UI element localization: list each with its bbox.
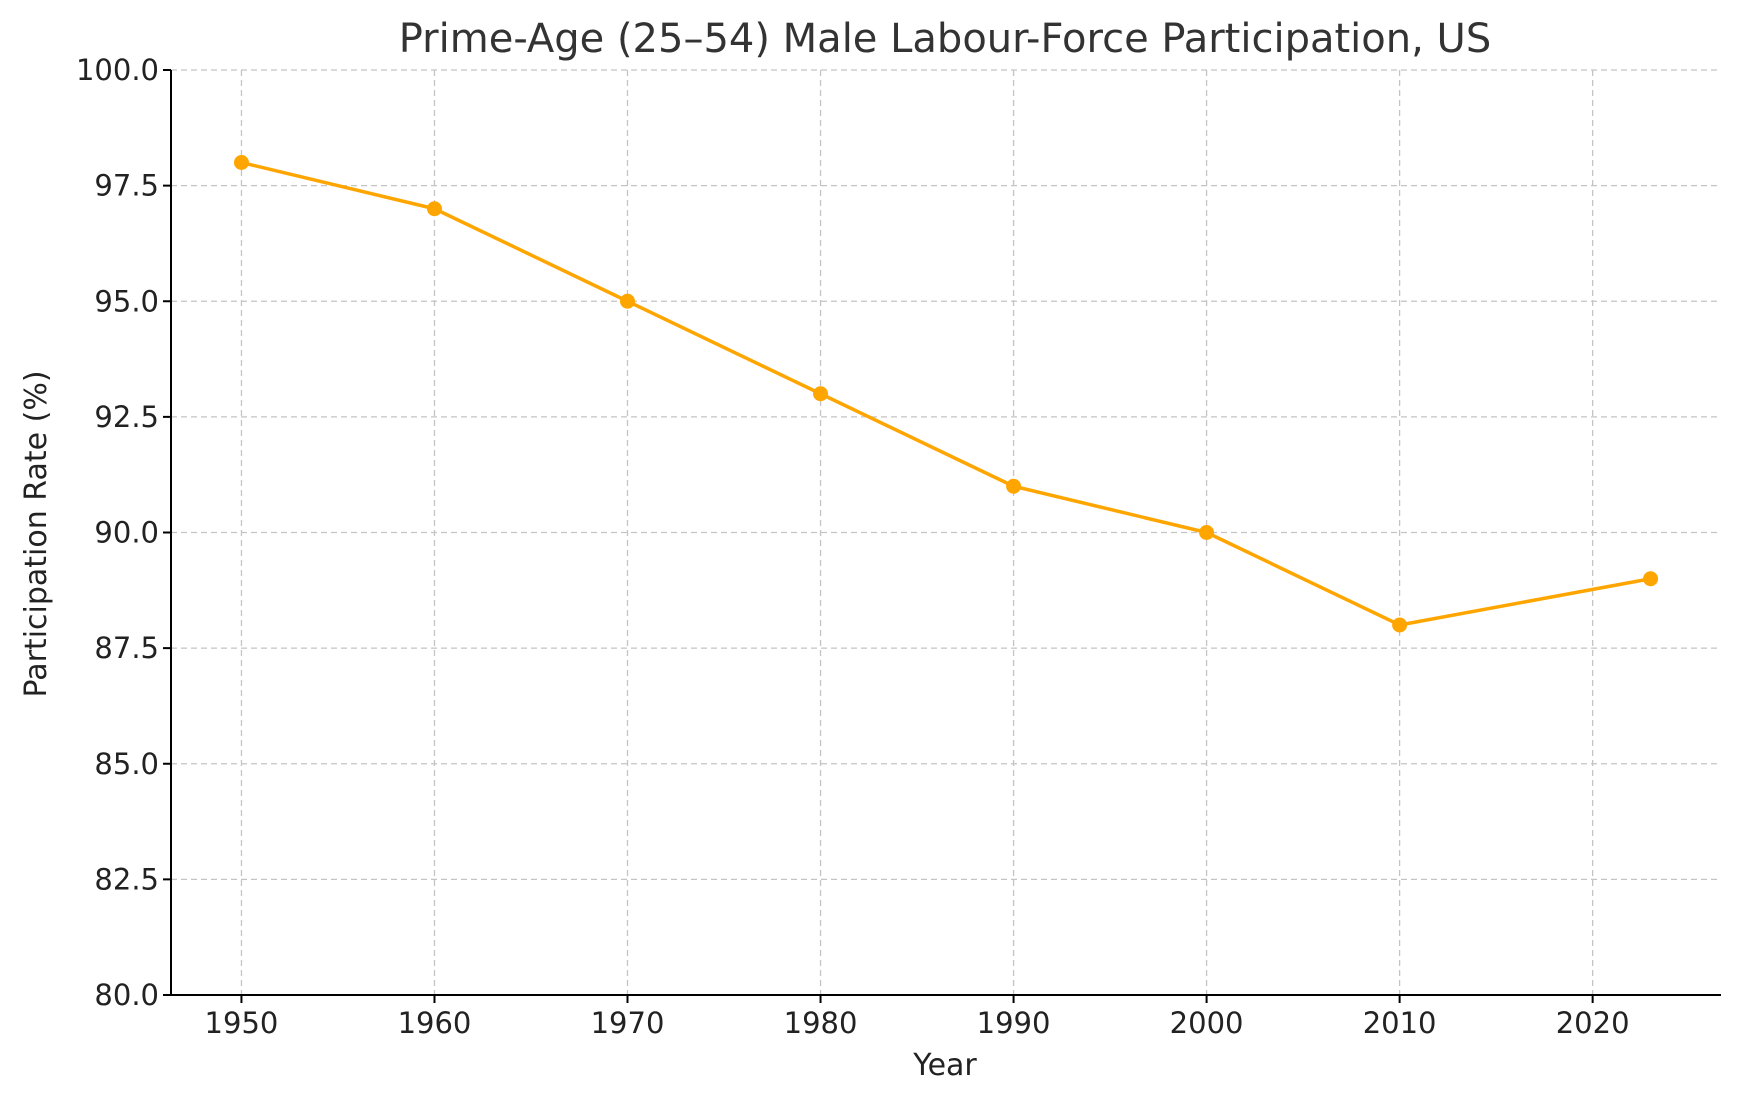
series	[233, 155, 1659, 633]
x-tick-label: 2010	[1363, 1006, 1437, 1040]
y-tick-label: 97.5	[94, 169, 159, 203]
series-line	[239, 160, 1653, 627]
x-tick-label: 1990	[977, 1006, 1051, 1040]
y-tick-label: 87.5	[94, 631, 159, 665]
y-axis-label: Participation Rate (%)	[19, 370, 54, 697]
x-tick-label: 2020	[1556, 1006, 1630, 1040]
data-point	[620, 293, 636, 309]
x-tick-label: 2000	[1170, 1006, 1244, 1040]
data-point	[1006, 478, 1022, 494]
y-tick-label: 90.0	[94, 516, 159, 550]
y-tick-label: 82.5	[94, 862, 159, 896]
y-tick-label: 80.0	[94, 978, 159, 1012]
x-tick-label: 1950	[205, 1006, 279, 1040]
data-point	[426, 201, 442, 217]
data-point	[1199, 525, 1215, 540]
y-tick-label: 100.0	[76, 53, 159, 87]
grid	[171, 69, 1721, 996]
data-point	[1643, 571, 1659, 587]
data-point	[1392, 617, 1408, 633]
x-tick-label: 1970	[591, 1006, 665, 1040]
y-tick-label: 95.0	[94, 284, 159, 318]
y-tick-label: 92.5	[94, 400, 159, 434]
x-tick-label: 1960	[398, 1006, 472, 1040]
tick-labels: 80.0 82.5 85.0 87.5 90.0 92.5 95.0 97.5 100.0 195…	[76, 53, 1630, 1040]
x-axis-label: Year	[912, 1048, 977, 1083]
data-point	[233, 155, 249, 170]
x-tick-label: 1980	[784, 1006, 858, 1040]
data-point	[813, 386, 829, 402]
chart-title: Prime-Age (25–54) Male Labour-Force Part…	[399, 16, 1491, 62]
y-tick-label: 85.0	[94, 747, 159, 781]
axes	[163, 69, 1721, 1003]
